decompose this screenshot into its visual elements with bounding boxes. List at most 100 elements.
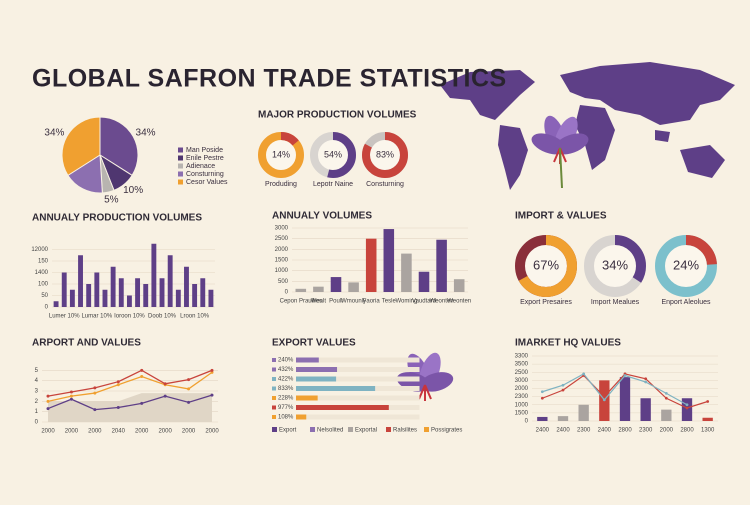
bar [296,367,338,372]
x-tick-label: 2000 [65,429,79,435]
y-tick-label: 3000 [515,378,529,384]
legend-swatch [310,427,315,432]
x-tick-label: Lumar 10% [81,314,112,320]
donut-arc [515,235,577,297]
bar [102,289,108,307]
y-tick-label: 1 [35,409,39,415]
y-tick-label: 3500 [515,362,529,368]
chart-title: ANNUALY VOLUMES [272,211,372,222]
x-tick-label: Lumer 10% [49,314,80,320]
chart-title: EXPORT VALUES [272,338,356,349]
x-tick-label: Ioroon 10% [114,314,145,320]
point [623,374,627,377]
bar [184,266,189,307]
y-tick-label: 100 [38,282,49,288]
x-tick-label: 2000 [660,428,674,434]
page-title: GLOBAL SAFRON TRADE STATISTICS [32,65,507,93]
x-tick-label: Weonten [430,299,454,305]
x-tick-label: Tesle [382,299,397,305]
point [140,368,144,372]
bar-swatch [272,358,276,362]
bar [296,395,318,401]
bar [53,301,59,307]
y-tick-label: 3000 [275,226,289,232]
legend-label: Ralsilites [393,428,417,434]
y-tick-label: 1500 [515,410,529,416]
bar [167,255,173,307]
x-tick-label: 2400 [556,428,570,434]
bar [453,279,465,292]
point [140,375,144,379]
point [140,401,144,405]
legend-swatch [348,427,353,432]
bar [69,289,75,307]
bar-label: 228% [278,396,294,402]
x-tick-label: 2000 [135,429,149,435]
point [644,377,648,381]
donut-value: 83% [376,149,394,159]
donut-label: Lepotr Naine [313,181,353,188]
pie-label: 5% [104,195,119,206]
y-tick-label: 0 [525,419,529,425]
x-tick-label: 2000 [158,429,172,435]
donut-value: 24% [673,257,699,272]
y-tick-label: 1000 [275,268,289,274]
chart-title: ARPORT AND VALUES [32,338,141,349]
bar-label: 422% [278,377,294,383]
y-tick-label: 3300 [515,354,529,360]
point [46,394,50,398]
x-tick-label: Cepon Prauliies [280,299,322,305]
bar [330,277,342,292]
point [540,390,544,394]
bar [640,398,651,421]
donut-arc [584,235,646,297]
bar [143,284,149,307]
legend-swatch [178,163,183,169]
point [93,391,97,395]
saffron-flower [531,115,589,189]
bar-label: 108% [278,415,294,421]
bar-label: 240% [278,358,294,364]
legend-swatch [178,171,183,177]
point [116,380,120,384]
legend-swatch [178,155,183,161]
bar [661,409,672,421]
point [210,370,214,374]
bar [192,284,198,307]
y-tick-label: 1400 [35,270,49,276]
point [644,380,648,384]
bar-track [296,367,420,372]
donut-label: Import Mealues [591,299,640,306]
y-tick-label: 1000 [515,402,529,408]
bar [578,404,589,421]
y-tick-label: 2 [35,399,39,405]
point [685,406,689,410]
bar [86,284,92,307]
bar [61,272,67,307]
bar [383,229,395,292]
bar-swatch [272,367,276,372]
y-tick-label: 2000 [275,247,289,253]
point [187,378,191,382]
x-tick-label: Wealt [311,299,327,305]
bar [681,398,693,421]
x-tick-label: 2800 [618,428,632,434]
bar [159,278,165,307]
legend-label: Cesor Values [186,179,228,186]
point [116,406,120,410]
point [163,394,167,398]
bar [118,278,124,307]
point [210,393,214,397]
bar [619,377,631,421]
bar-label: 432% [278,367,294,373]
donut-label: Enport Aleolues [661,299,711,306]
point [187,400,191,404]
bar [296,405,389,410]
x-tick-label: 2400 [536,428,550,434]
x-tick-label: Poult [329,299,343,305]
donut-value: 14% [272,149,290,159]
point [69,394,73,398]
point [540,396,544,400]
y-tick-label: 5 [35,368,39,374]
